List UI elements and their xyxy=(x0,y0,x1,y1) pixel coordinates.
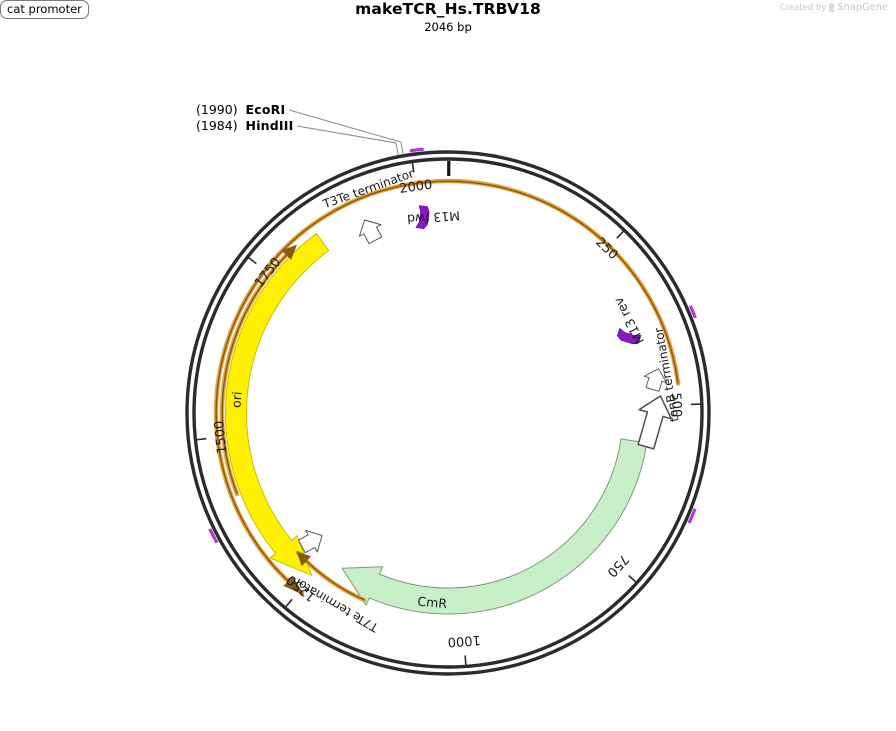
feature-label-m13-rev: M13 rev xyxy=(610,294,647,346)
primer-site-mark xyxy=(409,147,424,153)
snapgene-logo-icon xyxy=(829,3,835,12)
primer-marks xyxy=(208,147,697,544)
terminator-arrow-tonb-body xyxy=(637,395,673,450)
feature-arcs xyxy=(213,178,681,615)
feature-label-m13-fwd: M13 fwd xyxy=(407,208,461,227)
cat-promoter-label: cat promoter xyxy=(0,0,89,19)
watermark-brand: SnapGene xyxy=(837,2,888,13)
ruler-tick-label: 250 xyxy=(592,235,620,263)
primer-site-mark xyxy=(688,305,697,319)
ruler-ticks xyxy=(196,160,701,666)
feature-label-ori: ori xyxy=(228,391,244,408)
terminator-arrow-tonb-head xyxy=(643,368,667,392)
feature-label-cmr: CmR xyxy=(417,594,448,611)
watermark-prefix: Created by xyxy=(779,2,827,13)
ruler-tick-label: 2000 xyxy=(398,178,433,198)
restriction-site-label: (1990) EcoRI xyxy=(196,102,286,117)
leader-line xyxy=(296,125,399,155)
ruler-tick-label: 1000 xyxy=(447,632,481,649)
plasmid-backbone xyxy=(185,150,711,676)
ruler-tick-label: 1500 xyxy=(212,420,230,454)
restriction-site-position: (1984) xyxy=(196,118,238,133)
restriction-site-position: (1990) xyxy=(196,102,238,117)
restriction-enzyme-name: HindIII xyxy=(245,118,294,133)
leader-line xyxy=(288,109,404,154)
restriction-enzyme-name: EcoRI xyxy=(245,102,286,117)
primer-arrow-m13-rev xyxy=(617,327,642,345)
primer-arrow-m13-fwd xyxy=(415,205,430,229)
terminator-arrow-t7te xyxy=(297,529,323,554)
ruler-tick-label: 500 xyxy=(668,392,684,417)
feature-arc-ori xyxy=(225,233,330,577)
feature-arc-cmr xyxy=(341,438,648,615)
ruler-tick-label: 750 xyxy=(604,551,632,579)
primer-site-mark xyxy=(208,528,219,544)
snapgene-watermark: Created by SnapGene xyxy=(780,2,888,13)
restriction-site-label: (1984) HindIII xyxy=(196,118,294,133)
primer-site-mark xyxy=(687,508,697,524)
leader-lines xyxy=(288,109,404,155)
terminator-arrow-t3te xyxy=(358,219,383,245)
